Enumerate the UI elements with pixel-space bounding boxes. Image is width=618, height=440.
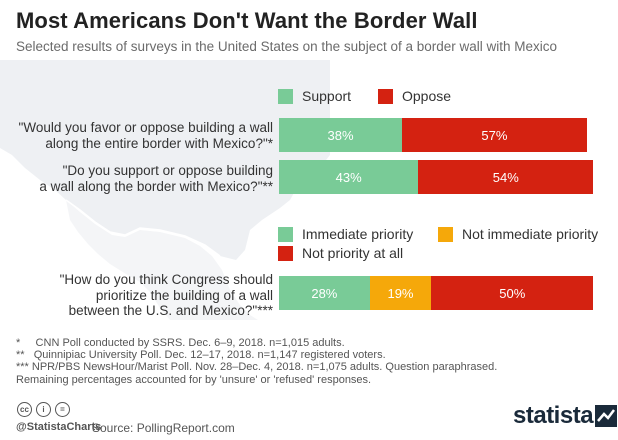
bar-segment-support: 38%	[279, 118, 403, 152]
legend-support: Support	[278, 88, 351, 104]
legend-label-immediate-priority: Immediate priority	[302, 226, 414, 242]
legend-swatch-not-immediate-priority	[438, 226, 453, 242]
question-3-line-1: "How do you think Congress should	[59, 272, 273, 287]
statista-logo-text: statista	[513, 402, 594, 429]
bar-segment-oppose: 54%	[418, 160, 594, 194]
source-note: Source: PollingReport.com	[92, 421, 235, 435]
bar-question-1: 38% 57%	[279, 118, 587, 152]
question-1-line-2: along the entire border with Mexico?"*	[45, 135, 273, 151]
license-icons: cc i =	[17, 402, 74, 417]
footnote-2: ** Quinnipiac University Poll. Dec. 12–1…	[16, 349, 386, 362]
bar-question-3: 28% 19% 50%	[279, 276, 594, 310]
legend-swatch-oppose	[378, 88, 393, 104]
statista-logo-icon	[595, 405, 618, 427]
chart-title: Most Americans Don't Want the Border Wal…	[16, 8, 478, 33]
chart-subtitle: Selected results of surveys in the Unite…	[16, 39, 558, 54]
cc-icon: cc	[17, 402, 32, 417]
bar-segment-not-immediate-priority: 19%	[369, 276, 432, 310]
question-1-label: "Would you favor or oppose building a wa…	[19, 120, 273, 151]
no-derivatives-icon: =	[55, 402, 70, 417]
attribution-icon: i	[36, 402, 51, 417]
legend-oppose: Oppose	[378, 88, 451, 104]
footnote-4: Remaining percentages accounted for by '…	[16, 373, 372, 386]
bar-segment-not-priority-at-all: 50%	[431, 276, 594, 310]
bar-segment-oppose: 57%	[402, 118, 587, 152]
question-3-label: "How do you think Congress should priori…	[60, 272, 273, 319]
twitter-handle[interactable]: @StatistaCharts	[16, 421, 102, 433]
us-mexico-map-background	[0, 60, 330, 320]
legend-swatch-support	[278, 88, 293, 104]
footnotes: * CNN Poll conducted by SSRS. Dec. 6–9, …	[16, 337, 497, 386]
bar-segment-support: 43%	[279, 160, 419, 194]
question-2-line-1: "Do you support or oppose building	[62, 163, 273, 178]
legend-not-immediate-priority: Not immediate priority	[438, 226, 598, 242]
question-1-line-1: "Would you favor or oppose building a wa…	[18, 120, 273, 135]
bar-question-2: 43% 54%	[279, 160, 594, 194]
legend-label-not-immediate-priority: Not immediate priority	[462, 226, 599, 242]
bar-segment-immediate-priority: 28%	[279, 276, 370, 310]
legend-immediate-priority: Immediate priority	[278, 226, 413, 242]
statista-logo[interactable]: statista	[513, 402, 618, 430]
footnote-3: *** NPR/PBS NewsHour/Marist Poll. Nov. 2…	[16, 361, 498, 374]
footnote-1: * CNN Poll conducted by SSRS. Dec. 6–9, …	[16, 337, 345, 349]
legend-label-support: Support	[302, 88, 352, 104]
question-3-line-2: prioritize the building of a wall	[95, 287, 273, 303]
legend-swatch-not-priority-at-all	[278, 245, 293, 261]
legend-label-oppose: Oppose	[402, 88, 452, 104]
legend-not-priority-at-all: Not priority at all	[278, 245, 403, 261]
legend-swatch-immediate-priority	[278, 226, 293, 242]
question-2-line-2: a wall along the border with Mexico?"**	[39, 178, 273, 194]
question-3-line-3: between the U.S. and Mexico?"***	[68, 303, 273, 318]
legend-label-not-priority-at-all: Not priority at all	[302, 245, 404, 261]
question-2-label: "Do you support or oppose building a wal…	[39, 163, 273, 194]
